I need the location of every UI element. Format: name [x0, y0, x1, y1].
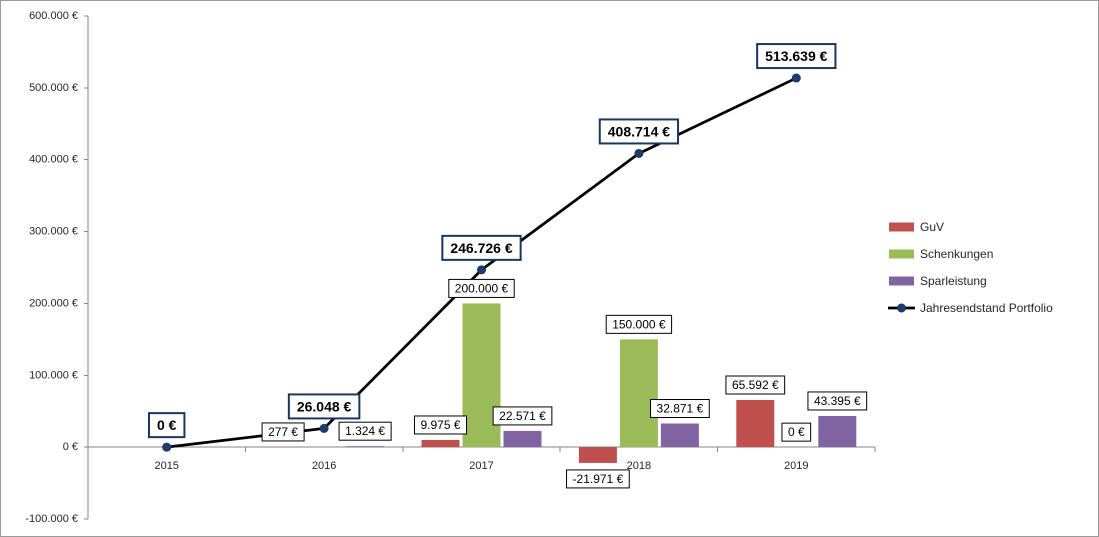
data-label-box [781, 422, 812, 442]
bar-data-label-text: 65.592 € [732, 378, 779, 392]
data-label-box [261, 422, 305, 442]
bar-data-label: 65.592 € [725, 375, 786, 395]
line-data-label-text: 0 € [157, 417, 177, 433]
data-label-box [287, 393, 361, 420]
x-category-label: 2017 [469, 460, 493, 472]
legend-swatch [889, 276, 914, 286]
bar-data-label: -21.971 € [566, 469, 630, 489]
bar-data-label: 9.975 € [413, 415, 468, 435]
y-tick-label: 0 € [63, 441, 78, 453]
data-label-box [448, 278, 515, 298]
data-label-box [338, 421, 392, 441]
legend-item-jahresendstand-portfolio: Jahresendstand Portfolio [888, 301, 1053, 315]
legend-label: Jahresendstand Portfolio [920, 301, 1053, 315]
y-tick-label: 200.000 € [29, 297, 78, 309]
bar-schenkungen [462, 303, 501, 448]
data-label-box [650, 399, 710, 419]
line-data-label: 408.714 € [598, 118, 680, 145]
bar-data-label-text: 22.571 € [499, 409, 546, 423]
line-data-label-text: 408.714 € [608, 123, 670, 139]
bar-data-label: 150.000 € [605, 314, 673, 334]
bar-data-label: 1.324 € [338, 421, 392, 441]
legend-swatch [889, 222, 914, 232]
legend-label: Sparleistung [920, 274, 987, 288]
bar-data-label-text: -21.971 € [573, 472, 624, 486]
legend-item-sparleistung: Sparleistung [889, 274, 987, 288]
bar-data-label-text: 0 € [788, 425, 805, 439]
portfolio-marker [162, 442, 172, 452]
data-label-box [725, 375, 786, 395]
bar-data-label: 32.871 € [650, 399, 710, 419]
line-data-label-text: 513.639 € [765, 48, 827, 64]
bar-data-label-text: 1.324 € [345, 424, 385, 438]
legend-label: GuV [920, 220, 944, 234]
bar-sparleistung [503, 430, 542, 448]
bar-data-label: 43.395 € [807, 391, 868, 411]
bar-data-label-text: 43.395 € [814, 394, 861, 408]
data-label-box [756, 43, 837, 70]
portfolio-marker [319, 423, 329, 433]
bar-series-sparleistung [346, 415, 857, 448]
bar-data-label-text: 277 € [268, 425, 298, 439]
bar-data-label: 0 € [781, 422, 812, 442]
legend-item-guv: GuV [889, 220, 944, 234]
portfolio-marker [634, 148, 644, 158]
data-label-box [413, 415, 468, 435]
data-label-box [605, 314, 673, 334]
legend-item-schenkungen: Schenkungen [889, 247, 993, 261]
bar-guv [736, 400, 775, 448]
line-data-labels: 0 € 26.048 € 246.726 € 408.714 € 513.639 € [147, 43, 837, 439]
legend: GuV Schenkungen Sparleistung Jahresendstand… [888, 220, 1053, 315]
data-label-box [441, 234, 522, 261]
bar-data-label: 22.571 € [492, 406, 553, 426]
bar-sparleistung [818, 415, 857, 448]
data-label-box [566, 469, 630, 489]
portfolio-marker [791, 73, 801, 83]
legend-label: Schenkungen [920, 247, 993, 261]
bar-schenkungen [619, 339, 658, 448]
y-tick-label: 500.000 € [29, 82, 78, 94]
legend-swatch [889, 249, 914, 259]
y-tick-label: 400.000 € [29, 154, 78, 166]
data-label-box [598, 118, 680, 145]
portfolio-marker [477, 265, 486, 275]
x-category-label: 2018 [627, 460, 651, 472]
bar-sparleistung [660, 423, 699, 448]
line-data-label: 0 € [147, 412, 186, 439]
bar-sparleistung [346, 446, 385, 448]
data-label-box [147, 412, 186, 439]
line-data-label: 246.726 € [441, 234, 522, 261]
bar-data-label: 200.000 € [448, 278, 515, 298]
y-tick-label: 600.000 € [29, 10, 78, 22]
bar-data-label-text: 150.000 € [612, 317, 666, 331]
legend-marker-swatch [897, 303, 906, 313]
x-category-label: 2016 [312, 460, 336, 472]
bar-data-label-text: 200.000 € [455, 281, 509, 295]
y-tick-label: -100.000 € [25, 513, 78, 525]
bar-data-label-text: 32.871 € [657, 402, 704, 416]
bar-guv [578, 447, 617, 463]
line-data-label-text: 246.726 € [450, 240, 512, 256]
y-axis: 600.000 € 500.000 € 400.000 € 300.000 € 200.… [25, 10, 89, 525]
bar-data-labels: 277 € 9.975 € -21.971 € 65.592 € 200.000 € 15… [261, 278, 868, 489]
bar-data-label: 277 € [261, 422, 305, 442]
line-data-label-text: 26.048 € [297, 398, 352, 414]
bar-series-guv [264, 400, 775, 463]
x-category-label: 2015 [154, 460, 178, 472]
line-data-label: 513.639 € [756, 43, 837, 70]
data-label-box [807, 391, 868, 411]
y-tick-label: 300.000 € [29, 226, 78, 238]
x-category-label: 2019 [784, 460, 808, 472]
data-label-box [492, 406, 553, 426]
y-tick-label: 100.000 € [29, 369, 78, 381]
bar-data-label-text: 9.975 € [420, 418, 460, 432]
line-data-label: 26.048 € [287, 393, 361, 420]
bar-guv [421, 439, 460, 448]
